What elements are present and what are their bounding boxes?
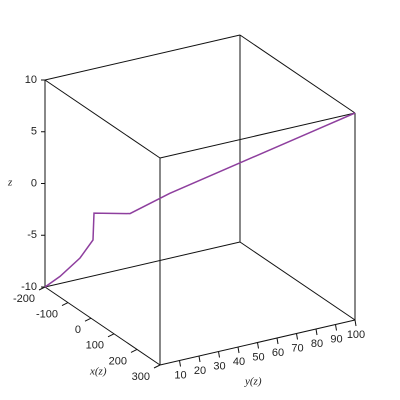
x-tick [153, 364, 161, 369]
x-tick [61, 302, 69, 307]
x-tick [107, 333, 115, 338]
z-tick-label: 5 [31, 126, 37, 138]
y-tick [354, 319, 357, 327]
x-tick-label: -200 [13, 293, 35, 305]
y-tick-label: 60 [272, 347, 284, 359]
x-axis-label: x(z) [89, 366, 107, 378]
x-tick-label: 100 [86, 340, 104, 352]
y-tick-label: 80 [311, 338, 323, 350]
box-edge [44, 241, 241, 288]
y-tick-label: 40 [233, 356, 245, 368]
box-edge [239, 241, 356, 321]
z-tick-label: 10 [25, 74, 37, 86]
z-axis-label: z [7, 177, 13, 189]
x-tick-label: 0 [75, 324, 81, 336]
y-tick-label: 90 [330, 333, 342, 345]
y-tick-label: 30 [213, 360, 225, 372]
y-tick-label: 70 [291, 342, 303, 354]
z-tick-label: 0 [31, 177, 37, 189]
y-tick [315, 328, 318, 336]
box-edge [44, 286, 161, 366]
y-tick [198, 355, 201, 363]
y-tick [179, 360, 181, 367]
x-tick [84, 317, 92, 322]
box [44, 34, 356, 366]
y-axis-label: y(z) [244, 376, 262, 388]
y-tick-label: 10 [174, 369, 186, 381]
box-edge [159, 112, 356, 159]
x-tick-label: 200 [109, 355, 127, 367]
y-tick [237, 346, 240, 354]
box-edge [44, 79, 161, 159]
y-tick-label: 100 [347, 329, 365, 341]
x-tick [38, 286, 46, 291]
z-tick-label: -5 [27, 229, 37, 241]
y-tick [276, 337, 279, 345]
x-tick-label: 300 [132, 371, 150, 383]
x-tick-label: -100 [36, 309, 58, 321]
curve [44, 112, 356, 288]
z-tick-label: -10 [21, 281, 37, 293]
box-edge [239, 34, 356, 114]
y-tick [257, 342, 259, 349]
y-tick [335, 324, 337, 331]
y-tick [218, 351, 220, 358]
y-tick [296, 333, 298, 340]
box-edge [44, 34, 241, 81]
y-tick-label: 50 [252, 351, 264, 363]
x-tick [130, 348, 138, 353]
y-tick-label: 20 [194, 365, 206, 377]
